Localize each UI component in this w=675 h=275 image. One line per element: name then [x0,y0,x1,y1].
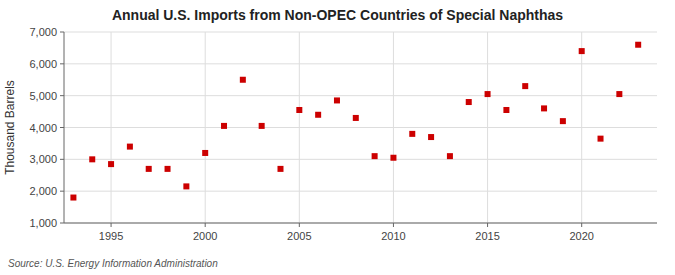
tick-mark [60,32,64,33]
tick-label: 2005 [287,230,311,242]
point [616,91,622,97]
point [560,118,566,124]
grid-line [64,159,657,160]
point [579,48,585,54]
grid-line [393,32,394,223]
point [108,161,114,167]
tick-mark [393,223,394,227]
tick-mark [581,223,582,227]
point [183,183,189,189]
tick-mark [60,95,64,96]
point [240,77,246,83]
grid-line [299,32,300,223]
tick-label: 1995 [99,230,123,242]
tick-label: 1,000 [29,217,57,229]
tick-mark [60,127,64,128]
axes: 1,000 2,000 3,000 4,000 5,000 6,000 7,000 1995 2… [29,26,657,242]
point [409,131,415,137]
tick-mark [60,159,64,160]
point [635,42,641,48]
point [315,112,321,118]
point [485,91,491,97]
point [296,107,302,113]
tick-label: 2010 [381,230,405,242]
tick-label: 7,000 [29,26,57,38]
point [522,83,528,89]
point [353,115,359,121]
grid-line [64,191,657,192]
grid-line [581,32,582,223]
point [503,107,509,113]
point [390,155,396,161]
point [221,123,227,129]
point [277,166,283,172]
point [146,166,152,172]
grid-line [64,32,657,33]
title: Annual U.S. Imports from Non-OPEC Countr… [112,7,563,23]
point [598,136,604,142]
grid [64,32,657,223]
point [541,105,547,111]
grid-line [111,32,112,223]
grid-line [64,95,657,96]
point [89,156,95,162]
tick-label: 5,000 [29,90,57,102]
point [334,97,340,103]
tick-label: 4,000 [29,122,57,134]
point [447,153,453,159]
tick-label: 6,000 [29,58,57,70]
grid-line [64,63,657,64]
grid-line [64,127,657,128]
points [70,42,641,201]
point [466,99,472,105]
grid-line [487,32,488,223]
tick-label: 2015 [475,230,499,242]
point [372,153,378,159]
annotation: Source: U.S. Energy Information Administ… [8,258,218,269]
tick-mark [205,223,206,227]
tick-mark [60,191,64,192]
point [165,166,171,172]
tick-label: 3,000 [29,153,57,165]
grid-line [205,32,206,223]
tick-mark [60,63,64,64]
tick-label: 2020 [569,230,593,242]
tick-label: 2,000 [29,185,57,197]
tick-mark [299,223,300,227]
point [202,150,208,156]
axis-label: Thousand Barrels [3,80,17,175]
tick-label: 2000 [193,230,217,242]
y-axis-line [64,32,65,223]
grid-line [64,223,657,224]
point [428,134,434,140]
point [70,195,76,201]
tick-mark [60,223,64,224]
chart: Annual U.S. Imports from Non-OPEC Countr… [0,0,675,275]
tick-mark [487,223,488,227]
point [259,123,265,129]
x-axis-line [64,223,657,224]
point [127,144,133,150]
tick-mark [111,223,112,227]
